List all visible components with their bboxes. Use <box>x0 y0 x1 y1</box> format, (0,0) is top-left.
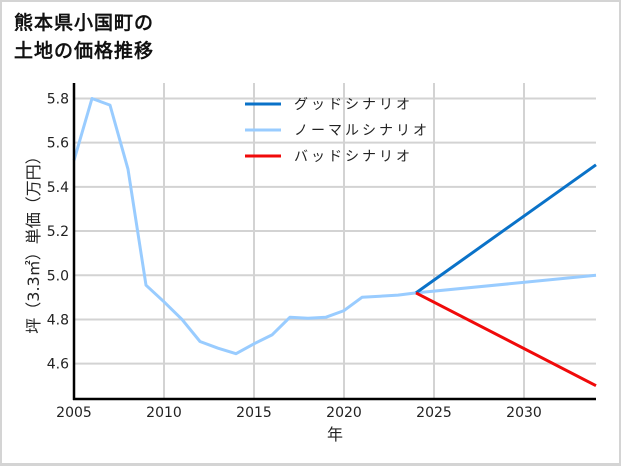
y-tick-label: 5.6 <box>47 136 69 152</box>
x-tick-labels: 2005 2010 2015 2020 2025 2030 <box>56 405 542 421</box>
x-axis-label: 年 <box>327 425 343 444</box>
grid-lines <box>74 83 596 399</box>
legend-label: ノーマルシナリオ <box>294 123 430 139</box>
data-series <box>72 97 597 388</box>
series-line-0 <box>415 163 597 295</box>
series-line-1 <box>72 97 597 356</box>
y-tick-label: 5.8 <box>47 91 69 107</box>
axes <box>72 83 596 401</box>
series-line-2 <box>415 291 597 388</box>
title-line-2: 土地の価格推移 <box>14 40 155 62</box>
x-tick-label: 2005 <box>56 405 92 421</box>
title-line-1: 熊本県小国町の <box>14 12 155 34</box>
y-tick-label: 5.0 <box>47 268 69 284</box>
y-tick-labels: 4.6 4.8 5.0 5.2 5.4 5.6 5.8 <box>47 91 69 372</box>
x-tick-label: 2010 <box>146 405 182 421</box>
x-tick-label: 2015 <box>236 405 272 421</box>
legend-label: バッドシナリオ <box>294 149 413 165</box>
y-tick-label: 4.8 <box>47 312 69 328</box>
y-tick-label: 4.6 <box>47 357 69 373</box>
x-tick-label: 2020 <box>326 405 362 421</box>
y-axis-label: 坪（3.3㎡）単価（万円） <box>24 148 43 333</box>
legend-label: グッドシナリオ <box>294 97 413 113</box>
y-tick-label: 5.4 <box>47 180 69 196</box>
x-tick-label: 2025 <box>416 405 452 421</box>
y-tick-label: 5.2 <box>47 224 69 240</box>
chart-title: 熊本県小国町の 土地の価格推移 <box>14 9 154 65</box>
x-tick-label: 2030 <box>506 405 542 421</box>
